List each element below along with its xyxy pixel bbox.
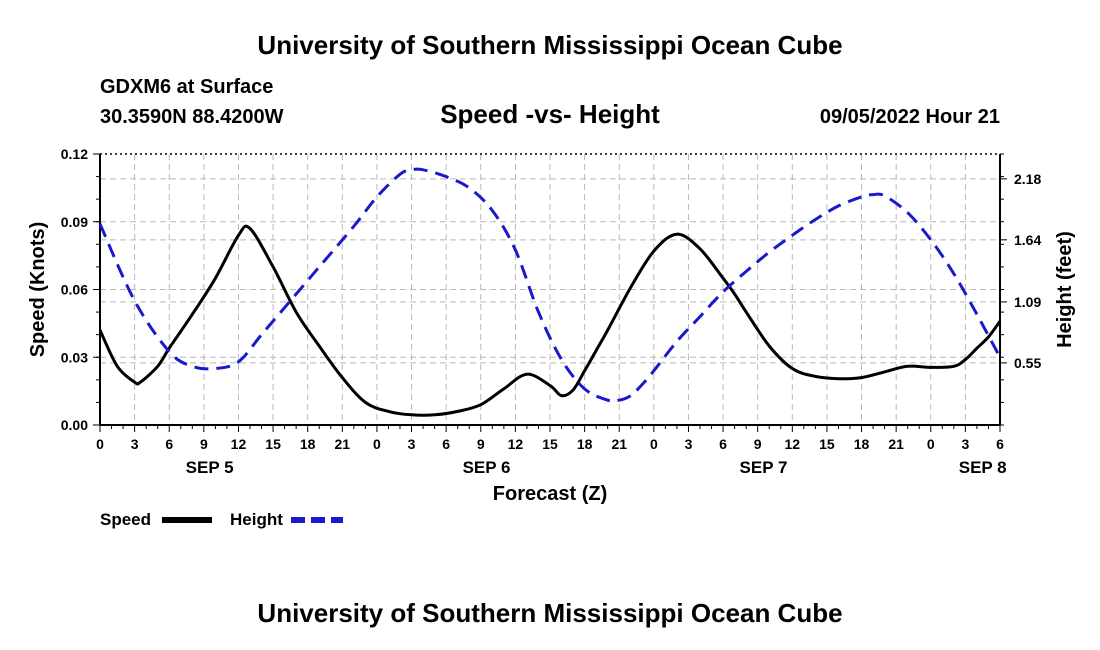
x-tick-label: 0 <box>650 436 658 452</box>
y2-tick-label: 1.09 <box>1014 294 1041 310</box>
x-tick-label: 0 <box>373 436 381 452</box>
y2-tick-label: 2.18 <box>1014 171 1041 187</box>
station-label: GDXM6 at Surface <box>100 76 274 98</box>
x-tick-label: 12 <box>785 436 801 452</box>
y2-tick-label: 0.55 <box>1014 355 1041 371</box>
x-tick-label: 21 <box>335 436 351 452</box>
x-tick-label: 3 <box>408 436 416 452</box>
y-tick-label: 0.06 <box>61 282 88 298</box>
x-tick-label: 21 <box>888 436 904 452</box>
x-tick-label: 15 <box>265 436 281 452</box>
coordinates-label: 30.3590N 88.4200W <box>100 106 284 128</box>
x-tick-label: 6 <box>442 436 450 452</box>
x-tick-label: 15 <box>542 436 558 452</box>
legend-label-speed: Speed <box>100 510 151 529</box>
day-label: SEP 8 <box>959 458 1007 477</box>
day-label: SEP 6 <box>463 458 511 477</box>
x-tick-label: 12 <box>508 436 524 452</box>
x-axis-title: Forecast (Z) <box>493 483 607 505</box>
forecast-datetime: 09/05/2022 Hour 21 <box>819 106 1000 128</box>
y-tick-label: 0.00 <box>61 417 88 433</box>
x-tick-label: 0 <box>96 436 104 452</box>
legend-label-height: Height <box>230 510 283 529</box>
x-tick-label: 21 <box>611 436 627 452</box>
x-tick-label: 18 <box>300 436 316 452</box>
x-tick-label: 6 <box>719 436 727 452</box>
x-tick-label: 18 <box>577 436 593 452</box>
x-tick-label: 3 <box>685 436 693 452</box>
x-tick-label: 3 <box>961 436 969 452</box>
footer-title: University of Southern Mississippi Ocean… <box>257 598 843 628</box>
x-tick-label: 6 <box>996 436 1004 452</box>
day-label: SEP 5 <box>186 458 234 477</box>
x-tick-label: 12 <box>231 436 247 452</box>
y-axis-title: Speed (Knots) <box>27 222 49 358</box>
x-tick-label: 3 <box>131 436 139 452</box>
x-tick-label: 9 <box>200 436 208 452</box>
y-tick-label: 0.09 <box>61 214 88 230</box>
chart-title: University of Southern Mississippi Ocean… <box>257 30 843 60</box>
x-tick-label: 9 <box>754 436 762 452</box>
x-tick-label: 9 <box>477 436 485 452</box>
y-tick-label: 0.12 <box>61 146 88 162</box>
y2-tick-label: 1.64 <box>1014 232 1041 248</box>
day-label: SEP 7 <box>740 458 788 477</box>
x-tick-label: 18 <box>854 436 870 452</box>
series-line-speed <box>98 224 1002 417</box>
x-tick-label: 6 <box>165 436 173 452</box>
y-tick-label: 0.03 <box>61 349 88 365</box>
x-tick-label: 15 <box>819 436 835 452</box>
chart-subtitle: Speed -vs- Height <box>440 99 660 129</box>
x-tick-label: 0 <box>927 436 935 452</box>
y2-axis-title: Height (feet) <box>1054 231 1076 348</box>
